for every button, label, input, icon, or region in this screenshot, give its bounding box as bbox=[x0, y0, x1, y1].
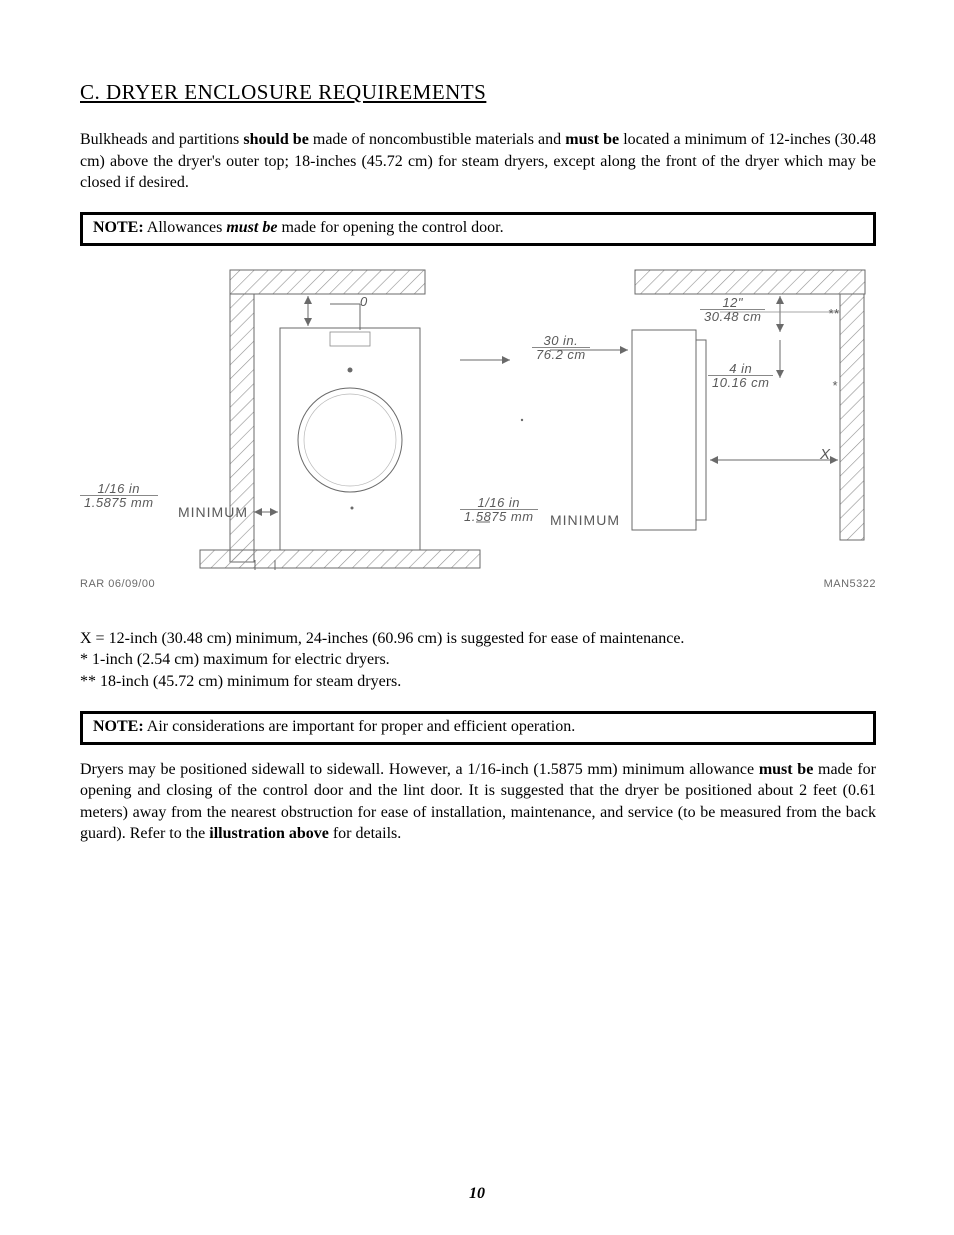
note2-label: NOTE: bbox=[93, 718, 144, 735]
p2-post: for details. bbox=[329, 825, 401, 842]
diagram-double-star: ** bbox=[828, 306, 839, 321]
p2-b1: must be bbox=[759, 761, 813, 778]
p2-pre: Dryers may be positioned sidewall to sid… bbox=[80, 761, 759, 778]
note1-bi: must be bbox=[226, 219, 277, 236]
diagram-x-label: X bbox=[820, 446, 831, 463]
paragraph-1: Bulkheads and partitions should be made … bbox=[80, 129, 876, 194]
left-frac-top: 1/16 in bbox=[80, 482, 158, 497]
page: C. DRYER ENCLOSURE REQUIREMENTS Bulkhead… bbox=[0, 0, 954, 1235]
diagram-30in-fraction: 30 in. 76.2 cm bbox=[532, 334, 590, 363]
diagram-4in-fraction: 4 in 10.16 cm bbox=[708, 362, 773, 391]
diagram-ref-right: MAN5322 bbox=[824, 578, 876, 590]
right2-frac-top: 4 in bbox=[708, 362, 773, 377]
page-number: 10 bbox=[0, 1185, 954, 1203]
right1-frac-top: 12" bbox=[700, 296, 765, 311]
legend-line-3: ** 18-inch (45.72 cm) minimum for steam … bbox=[80, 671, 876, 693]
mid-frac-top: 30 in. bbox=[532, 334, 590, 349]
diagram-12in-fraction: 12" 30.48 cm bbox=[700, 296, 765, 325]
p2-b2: illustration above bbox=[209, 825, 329, 842]
center-frac-bot: 1.5875 mm bbox=[460, 510, 538, 524]
p1-pre: Bulkheads and partitions bbox=[80, 131, 243, 148]
p1-b2: must be bbox=[565, 131, 619, 148]
note1-label: NOTE: bbox=[93, 219, 144, 236]
diagram-minimum-left: MINIMUM bbox=[178, 504, 248, 520]
enclosure-diagram: 0 1/16 in 1.5875 mm MINIMUM 1/16 in 1.58… bbox=[80, 260, 876, 590]
diagram-left-fraction: 1/16 in 1.5875 mm bbox=[80, 482, 158, 511]
legend-line-2: * 1-inch (2.54 cm) maximum for electric … bbox=[80, 649, 876, 671]
note2-text: Air considerations are important for pro… bbox=[147, 718, 575, 735]
p1-b1: should be bbox=[243, 131, 308, 148]
right2-frac-bot: 10.16 cm bbox=[708, 376, 773, 390]
diagram-single-star: * bbox=[832, 378, 838, 393]
diagram-zero-label: 0 bbox=[360, 294, 368, 309]
legend-line-1: X = 12-inch (30.48 cm) minimum, 24-inche… bbox=[80, 628, 876, 650]
note1-post: made for opening the control door. bbox=[277, 219, 503, 236]
note-box-1: NOTE: Allowances must be made for openin… bbox=[80, 212, 876, 246]
p1-mid1: made of noncombustible materials and bbox=[309, 131, 565, 148]
paragraph-2: Dryers may be positioned sidewall to sid… bbox=[80, 759, 876, 845]
note-box-2: NOTE: Air considerations are important f… bbox=[80, 711, 876, 745]
diagram-minimum-center: MINIMUM bbox=[550, 512, 620, 528]
right1-frac-bot: 30.48 cm bbox=[700, 310, 765, 324]
center-frac-top: 1/16 in bbox=[460, 496, 538, 511]
left-frac-bot: 1.5875 mm bbox=[80, 496, 158, 510]
diagram-center-fraction: 1/16 in 1.5875 mm bbox=[460, 496, 538, 525]
note1-pre: Allowances bbox=[147, 219, 227, 236]
legend: X = 12-inch (30.48 cm) minimum, 24-inche… bbox=[80, 628, 876, 693]
section-heading: C. DRYER ENCLOSURE REQUIREMENTS bbox=[80, 80, 876, 105]
diagram-ref-left: RAR 06/09/00 bbox=[80, 578, 155, 590]
mid-frac-bot: 76.2 cm bbox=[532, 348, 590, 362]
